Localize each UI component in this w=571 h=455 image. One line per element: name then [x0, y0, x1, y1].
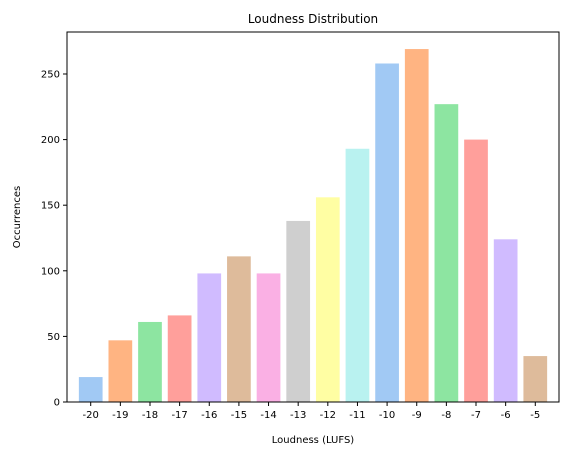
- x-tick-label: -14: [260, 410, 276, 421]
- x-tick-label: -18: [142, 410, 158, 421]
- y-tick-label: 200: [41, 135, 60, 146]
- plot-frame: [66, 31, 560, 403]
- x-axis-ticks: -20 -19 -18 -17 -16 -15 -14 -13 -12 -11 -10 -9 -8 -7 -…: [83, 402, 540, 421]
- bar--6: [493, 239, 518, 402]
- x-tick-label: -10: [379, 410, 395, 421]
- y-axis-ticks: 0 50 100 150 200 250: [41, 69, 67, 409]
- bar--8: [434, 104, 459, 402]
- x-tick-label: -7: [471, 410, 481, 421]
- chart-title: Loudness Distribution: [248, 12, 378, 26]
- x-tick-label: -11: [349, 410, 365, 421]
- y-tick-label: 50: [47, 332, 60, 343]
- x-tick-label: -6: [501, 410, 511, 421]
- bar--9: [404, 49, 429, 403]
- bar--15: [227, 256, 251, 402]
- bar--20: [78, 377, 103, 402]
- x-axis-title: Loudness (LUFS): [272, 435, 355, 446]
- bar--5: [523, 356, 548, 402]
- bar--19: [108, 340, 133, 402]
- x-tick-label: -15: [231, 410, 247, 421]
- bar--10: [375, 63, 399, 403]
- x-tick-label: -17: [171, 410, 187, 421]
- y-tick-label: 150: [41, 201, 60, 212]
- x-tick-label: -9: [412, 410, 422, 421]
- x-tick-label: -5: [530, 410, 540, 421]
- bars-group: [78, 49, 548, 403]
- bar--7: [464, 139, 488, 402]
- y-tick-label: 0: [54, 398, 60, 409]
- bar--18: [138, 321, 162, 402]
- bar--14: [256, 273, 281, 402]
- x-tick-label: -16: [201, 410, 217, 421]
- x-tick-label: -20: [83, 410, 99, 421]
- x-tick-label: -13: [290, 410, 306, 421]
- bar--12: [315, 197, 340, 402]
- y-tick-label: 100: [41, 266, 60, 277]
- bar--17: [167, 315, 192, 402]
- y-axis-title: Occurrences: [12, 186, 23, 248]
- y-tick-label: 250: [41, 69, 60, 80]
- x-tick-label: -12: [320, 410, 336, 421]
- x-tick-label: -19: [112, 410, 128, 421]
- x-tick-label: -8: [441, 410, 451, 421]
- bar--13: [286, 220, 311, 402]
- bar--11: [345, 148, 370, 402]
- bar--16: [197, 273, 222, 402]
